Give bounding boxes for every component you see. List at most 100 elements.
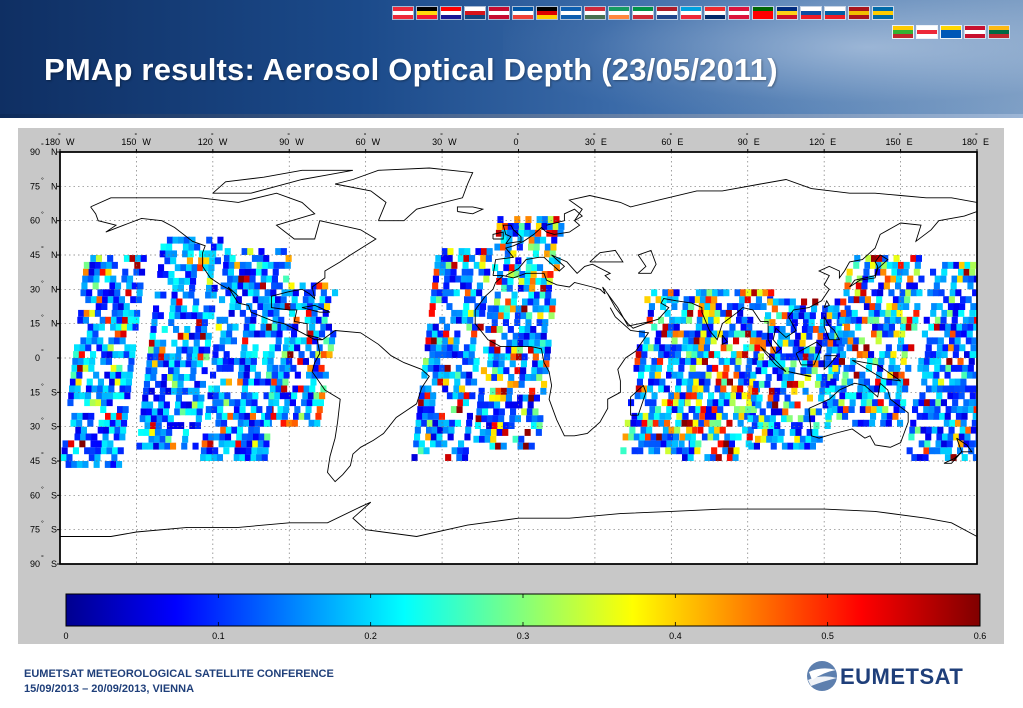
- degree-sign: °: [517, 132, 520, 140]
- lon-tick-dir: W: [142, 137, 151, 147]
- degree-sign: °: [41, 245, 44, 253]
- lat-tick-label: 60: [30, 216, 40, 226]
- degree-sign: °: [593, 132, 596, 140]
- flag-icon: [848, 6, 870, 20]
- degree-sign: °: [822, 132, 825, 140]
- lat-tick-label: 75: [30, 181, 40, 191]
- coastline: [823, 316, 841, 341]
- flag-icon: [416, 6, 438, 20]
- lon-tick-label: 0: [513, 137, 518, 147]
- slide-title: PMAp results: Aerosol Optical Depth (23/…: [44, 52, 778, 87]
- aod-map: 180 W°150 W°120 W°90 W°60 W°30 W°0°30 E°60 E°90 E…: [30, 132, 989, 641]
- coastline: [630, 384, 647, 416]
- eumetsat-logo-text: EUMETSAT: [840, 664, 964, 689]
- lon-tick-dir: E: [754, 137, 760, 147]
- flag-icon: [392, 6, 414, 20]
- lon-tick-label: 120: [809, 137, 824, 147]
- lat-tick-dir: N: [51, 147, 58, 157]
- slide-header: PMAp results: Aerosol Optical Depth (23/…: [0, 0, 1023, 118]
- coastline: [589, 249, 624, 263]
- flag-icon: [560, 6, 582, 20]
- colorbar-label: 0.3: [517, 631, 530, 641]
- colorbar-label: 0: [63, 631, 68, 641]
- flag-icon: [584, 6, 606, 20]
- coastline: [492, 179, 977, 355]
- lon-tick-label: 180: [45, 137, 60, 147]
- degree-sign: °: [58, 132, 61, 140]
- degree-sign: °: [41, 382, 44, 390]
- coastlines: [60, 167, 977, 537]
- lon-tick-label: 30: [432, 137, 442, 147]
- aod-swath: [825, 255, 925, 427]
- flag-icon: [872, 6, 894, 20]
- degree-sign: °: [41, 314, 44, 322]
- coastline: [334, 167, 474, 222]
- coastline: [474, 275, 504, 311]
- degree-sign: °: [41, 279, 44, 287]
- degree-sign: °: [41, 142, 44, 150]
- aod-swath: [906, 261, 977, 461]
- lat-tick-label: 15: [30, 387, 40, 397]
- lat-tick-dir: S: [51, 559, 57, 569]
- lon-tick-dir: E: [907, 137, 913, 147]
- flag-icon: [728, 6, 750, 20]
- header-stripe: [0, 114, 1023, 118]
- flag-icon: [776, 6, 798, 20]
- flag-icon: [824, 6, 846, 20]
- flag-icon: [892, 25, 914, 39]
- coastline: [823, 299, 830, 309]
- degree-sign: °: [41, 520, 44, 528]
- coastline: [90, 192, 377, 341]
- lon-tick-dir: E: [830, 137, 836, 147]
- flag-icon: [988, 25, 1010, 39]
- longitude-labels: 180 W°150 W°120 W°90 W°60 W°30 W°0°30 E°60 E°90 E…: [45, 132, 989, 152]
- flag-icon: [752, 6, 774, 20]
- aod-swath: [136, 236, 224, 450]
- lon-tick-label: 150: [886, 137, 901, 147]
- lon-tick-label: 60: [661, 137, 671, 147]
- lon-tick-dir: E: [601, 137, 607, 147]
- flag-icon: [656, 6, 678, 20]
- lon-tick-dir: W: [66, 137, 75, 147]
- lat-tick-label: 45: [30, 456, 40, 466]
- colorbar-label: 0.1: [212, 631, 225, 641]
- degree-sign: °: [211, 132, 214, 140]
- coastline: [492, 231, 504, 240]
- aod-swath: [60, 255, 147, 468]
- lon-tick-label: 30: [585, 137, 595, 147]
- flag-icon: [440, 6, 462, 20]
- flag-icon: [800, 6, 822, 20]
- aod-swath-layer: [60, 216, 977, 468]
- degree-sign: °: [746, 132, 749, 140]
- lat-tick-dir: N: [51, 181, 58, 191]
- eumetsat-logo-icon: [807, 661, 837, 691]
- lon-tick-dir: W: [219, 137, 228, 147]
- coastline: [474, 307, 650, 437]
- flag-icon: [608, 6, 630, 20]
- colorbar-label: 0.2: [364, 631, 377, 641]
- degree-sign: °: [134, 132, 137, 140]
- lat-tick-label: 30: [30, 284, 40, 294]
- lon-tick-label: 90: [279, 137, 289, 147]
- lat-tick-dir: N: [51, 284, 58, 294]
- coastline: [212, 169, 353, 194]
- coastline: [943, 451, 963, 464]
- lon-tick-label: 90: [738, 137, 748, 147]
- degree-sign: °: [41, 211, 44, 219]
- flag-icon: [940, 25, 962, 39]
- lat-tick-dir: N: [51, 250, 58, 260]
- lon-tick-label: 180: [962, 137, 977, 147]
- flag-icon: [536, 6, 558, 20]
- degree-sign: °: [41, 348, 44, 356]
- coastline: [456, 206, 485, 215]
- degree-sign: °: [41, 176, 44, 184]
- lat-tick-dir: S: [51, 456, 57, 466]
- lat-tick-dir: N: [51, 319, 58, 329]
- coastline: [851, 359, 901, 382]
- lat-tick-dir: N: [51, 216, 58, 226]
- degree-sign: °: [41, 485, 44, 493]
- member-state-flags: [392, 6, 1017, 40]
- colorbar-label: 0.5: [821, 631, 834, 641]
- lon-tick-dir: E: [983, 137, 989, 147]
- flag-icon: [464, 6, 486, 20]
